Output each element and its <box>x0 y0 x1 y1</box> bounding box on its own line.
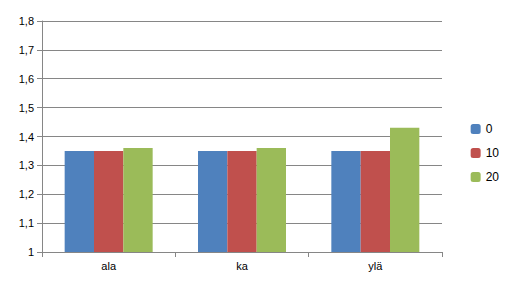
svg-text:0: 0 <box>486 122 493 136</box>
svg-text:1,7: 1,7 <box>19 44 34 56</box>
svg-text:ala: ala <box>101 260 117 272</box>
svg-text:10: 10 <box>486 146 500 160</box>
svg-text:ylä: ylä <box>368 260 383 272</box>
svg-text:1,2: 1,2 <box>19 188 34 200</box>
svg-text:1,4: 1,4 <box>19 131 34 143</box>
svg-text:ka: ka <box>236 260 249 272</box>
svg-text:1,1: 1,1 <box>19 217 34 229</box>
svg-text:1,8: 1,8 <box>19 15 34 27</box>
svg-text:1,5: 1,5 <box>19 102 34 114</box>
svg-text:1,3: 1,3 <box>19 159 34 171</box>
svg-text:20: 20 <box>486 170 500 184</box>
svg-text:1,6: 1,6 <box>19 73 34 85</box>
svg-text:1: 1 <box>28 246 34 258</box>
